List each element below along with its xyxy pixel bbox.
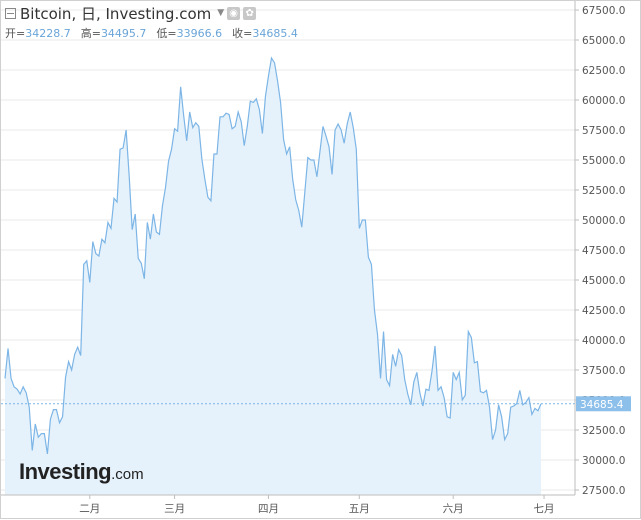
x-tick-label: 四月 — [258, 503, 279, 515]
y-tick-label: 37500.0 — [582, 365, 625, 377]
y-tick-label: 30000.0 — [582, 455, 625, 467]
y-tick-label: 47500.0 — [582, 245, 625, 257]
y-axis-ticks: 27500.030000.032500.035000.037500.040000… — [575, 5, 625, 497]
last-price-tag-background — [576, 396, 631, 412]
y-tick-label: 40000.0 — [582, 335, 625, 347]
y-tick-label: 65000.0 — [582, 35, 625, 47]
close-value: 34685.4 — [252, 27, 298, 40]
y-tick-label: 62500.0 — [582, 65, 625, 77]
x-tick-label: 六月 — [443, 503, 464, 515]
caret-down-icon[interactable]: ▼ — [217, 8, 225, 18]
y-tick-label: 45000.0 — [582, 275, 625, 287]
collapse-icon[interactable] — [5, 7, 16, 19]
y-tick-label: 50000.0 — [582, 215, 625, 227]
price-area-fill — [5, 58, 541, 495]
y-tick-label: 67500.0 — [582, 5, 625, 17]
y-tick-label: 42500.0 — [582, 305, 625, 317]
investing-logo: Investing.com — [19, 459, 144, 485]
y-tick-label: 32500.0 — [582, 425, 625, 437]
x-axis-ticks: 二月 三月 四月 五月 六月 七月 — [79, 495, 555, 515]
y-tick-label: 60000.0 — [582, 95, 625, 107]
eye-icon[interactable]: ◉ — [227, 6, 241, 20]
open-label: 开= — [5, 27, 26, 40]
last-price-tag: 34685.4 — [576, 396, 631, 412]
ohlc-readout: 开=34228.7 高=34495.7 低=33966.6 收=34685.4 — [5, 25, 308, 41]
chart-header: Bitcoin, 日, Investing.com ▼ ◉ ✿ 开=34228.… — [5, 3, 308, 41]
gear-icon[interactable]: ✿ — [243, 6, 257, 20]
x-tick-label: 二月 — [79, 503, 100, 515]
y-tick-label: 57500.0 — [582, 125, 625, 137]
y-tick-label: 55000.0 — [582, 155, 625, 167]
y-tick-label: 27500.0 — [582, 485, 625, 497]
chart-title: Bitcoin, 日, Investing.com — [20, 4, 212, 23]
high-label: 高= — [80, 27, 101, 40]
logo-word: Investing — [19, 459, 112, 484]
logo-suffix: .com — [111, 466, 144, 483]
x-tick-label: 七月 — [534, 503, 555, 515]
x-tick-label: 三月 — [164, 503, 185, 515]
low-value: 33966.6 — [176, 27, 223, 40]
low-label: 低= — [156, 27, 177, 40]
open-value: 34228.7 — [25, 27, 71, 40]
price-line — [4, 56, 542, 455]
close-label: 收= — [232, 27, 253, 40]
high-value: 34495.7 — [100, 27, 147, 40]
last-price-tag-label: 34685.4 — [580, 399, 624, 411]
x-tick-label: 五月 — [349, 503, 370, 515]
y-tick-label: 52500.0 — [582, 185, 625, 197]
